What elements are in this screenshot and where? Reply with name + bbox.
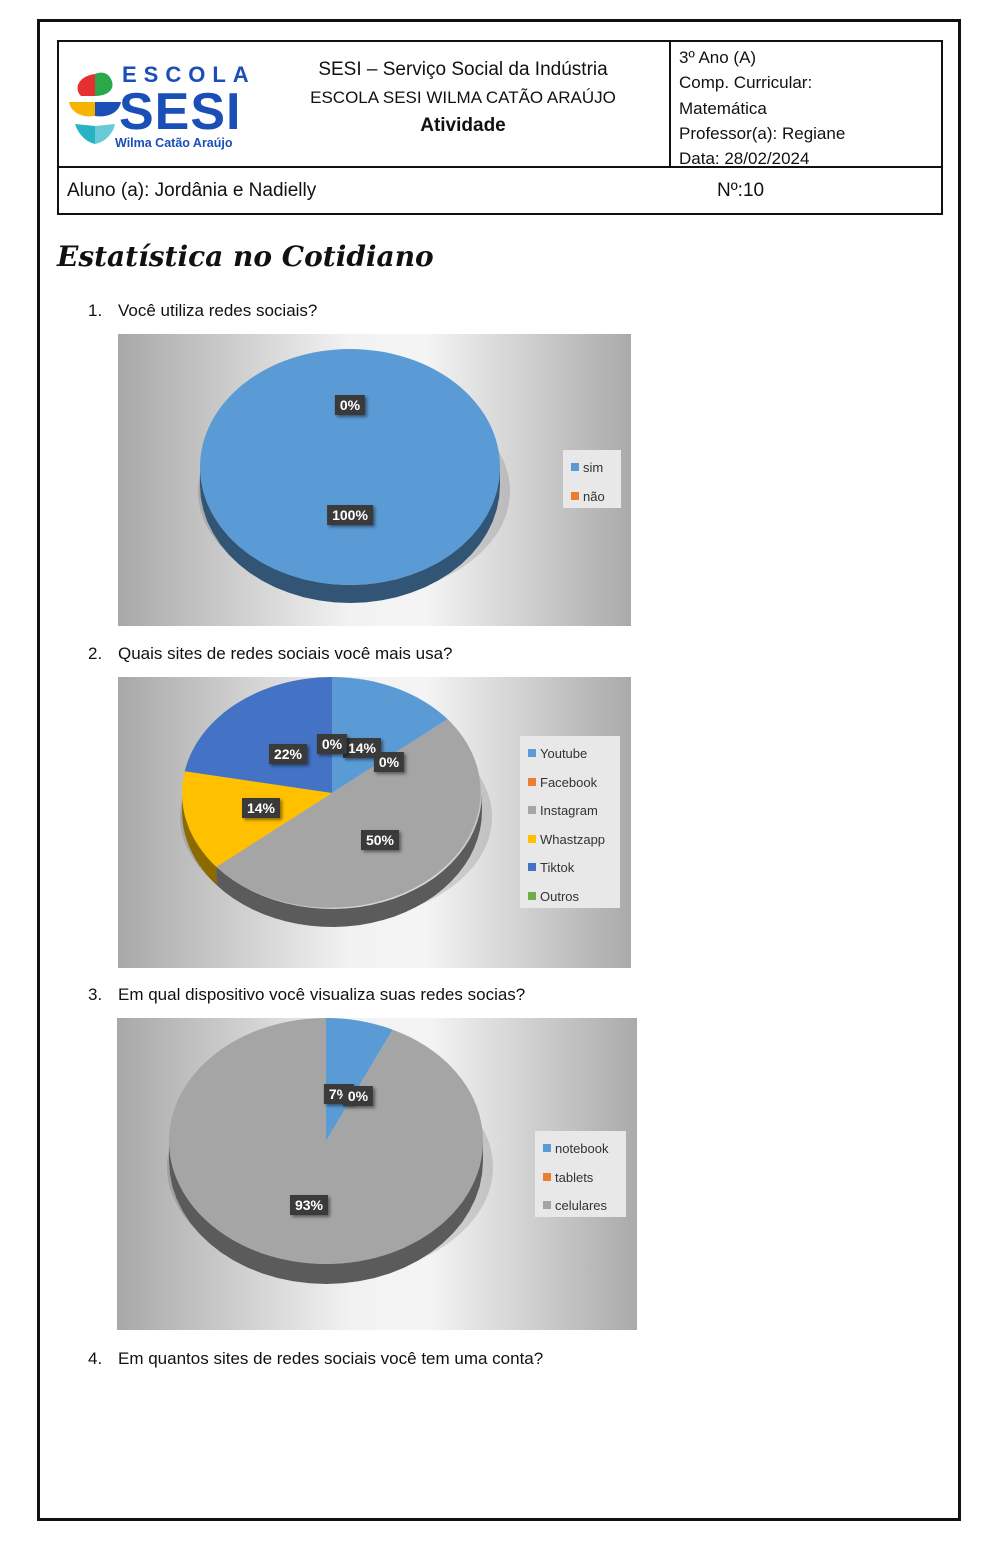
legend-swatch — [528, 749, 536, 757]
legend-item: notebook — [543, 1135, 618, 1164]
pie-slice-instagram — [216, 719, 481, 908]
logo-escola-text: ESCOLA — [122, 62, 256, 87]
legend-label: Youtube — [540, 746, 588, 761]
pie-data-label: 14% — [342, 738, 382, 758]
legend-item: não — [571, 483, 613, 512]
legend-swatch — [528, 777, 536, 786]
legend-item: Outros — [528, 883, 612, 912]
logo-subtitle: Wilma Catão Araújo — [115, 136, 233, 150]
pie-data-label: 0% — [334, 395, 366, 415]
pie-slice-side — [169, 1141, 483, 1284]
question-1: 1. Você utiliza redes sociais? — [88, 301, 317, 321]
pie-svg — [180, 677, 492, 927]
header-table: ESCOLA SESI Wilma Catão Araújo SESI – Se… — [57, 40, 943, 215]
student-name: Aluno (a): Jordânia e Nadielly — [67, 180, 317, 201]
pie-svg — [167, 1018, 493, 1284]
legend-swatch — [543, 1144, 551, 1152]
legend-item: Youtube — [528, 740, 612, 769]
legend-label: Tiktok — [540, 860, 575, 876]
question-3: 3. Em qual dispositivo você visualiza sua… — [88, 985, 525, 1005]
logo-sesi-text: SESI — [119, 83, 242, 141]
pie-slice-tiktok — [184, 677, 332, 793]
question-number: 1. — [88, 301, 103, 320]
legend-label: Facebook — [540, 774, 598, 790]
legend-item: celulares — [543, 1192, 618, 1221]
pie-data-label: 100% — [327, 505, 373, 525]
header-line-2: ESCOLA SESI WILMA CATÃO ARAÚJO — [310, 88, 616, 107]
legend-swatch — [528, 806, 536, 815]
legend-label: Outros — [540, 888, 580, 904]
legend-label: notebook — [555, 1141, 609, 1156]
legend-item: Tiktok — [528, 854, 612, 883]
legend-item: Whastzapp — [528, 826, 612, 855]
pie-svg — [198, 349, 510, 603]
legend-label: tablets — [555, 1169, 594, 1185]
pie-slice-celulares — [168, 1018, 483, 1264]
pie-slice-side — [216, 793, 482, 927]
legend-swatch — [571, 463, 579, 471]
page-frame — [37, 19, 961, 1521]
chart-redes-sociais: 100% 0% sim não — [118, 334, 631, 626]
question-number: 3. — [88, 985, 103, 1004]
logo-emblem-icon — [69, 72, 121, 144]
legend-label: Whastzapp — [540, 831, 606, 847]
chart-legend: notebook tablets celulares — [535, 1131, 626, 1217]
question-text: Você utiliza redes sociais? — [118, 301, 318, 320]
pie-data-label: 0% — [316, 734, 348, 754]
legend-item: Instagram — [528, 797, 612, 826]
legend-swatch — [571, 491, 579, 500]
chart-legend: Youtube Facebook Instagram Whastzapp Tiktok O… — [520, 736, 620, 908]
chart-dispositivos: 7% 0% 93% notebook tablets celulares — [117, 1018, 637, 1330]
pie-slice-youtube — [332, 677, 448, 793]
header-center: SESI – Serviço Social da Indústria ESCOL… — [257, 56, 669, 140]
header-info-line: Comp. Curricular: — [679, 73, 813, 93]
pie-data-label: 0% — [373, 752, 405, 772]
page-title: Estatística no Cotidiano — [57, 240, 434, 273]
legend-item: sim — [571, 454, 613, 483]
chart-legend: sim não — [563, 450, 621, 508]
school-logo: ESCOLA SESI Wilma Catão Araújo — [65, 56, 255, 156]
pie-data-label: 0% — [342, 1086, 374, 1106]
legend-swatch — [528, 891, 536, 900]
pie-data-label: 14% — [241, 798, 281, 818]
pie-data-label: 93% — [289, 1195, 329, 1215]
header-row: ESCOLA SESI Wilma Catão Araújo SESI – Se… — [59, 42, 941, 168]
legend-swatch — [543, 1172, 551, 1181]
legend-label: Instagram — [540, 803, 598, 819]
header-info-line: Matemática — [679, 98, 767, 118]
legend-label: celulares — [555, 1198, 608, 1214]
question-2: 2. Quais sites de redes sociais você mais… — [88, 644, 453, 664]
pie-slice-whastzapp — [182, 771, 332, 867]
header-divider — [669, 42, 671, 168]
pie-slice-side — [182, 793, 217, 885]
header-info: 3º Ano (A) Comp. Curricular: Matemática … — [679, 45, 845, 171]
chart-sites-redes-sociais: 14% 0% 50% 14% 22% 0% Youtube Facebook Instagram… — [118, 677, 631, 968]
question-4: 4. Em quantos sites de redes sociais você… — [88, 1349, 543, 1369]
question-number: 4. — [88, 1349, 103, 1368]
legend-label: não — [583, 488, 605, 504]
header-line-3: Atividade — [420, 115, 506, 136]
question-text: Em qual dispositivo você visualiza suas … — [118, 985, 526, 1004]
legend-swatch — [528, 863, 536, 872]
header-info-line: 3º Ano (A) — [679, 48, 757, 67]
header-info-line: Professor(a): Regiane — [679, 123, 846, 143]
header-info-line: Data: 28/02/2024 — [679, 149, 810, 169]
legend-item: Facebook — [528, 769, 612, 798]
header-line-1: SESI – Serviço Social da Indústria — [318, 59, 608, 80]
legend-label: sim — [583, 460, 604, 475]
question-number: 2. — [88, 644, 103, 663]
question-text: Quais sites de redes sociais você mais u… — [118, 644, 453, 663]
pie-slice-notebook — [326, 1018, 393, 1141]
question-text: Em quantos sites de redes sociais você t… — [118, 1349, 544, 1368]
legend-item: tablets — [543, 1164, 618, 1193]
student-number: Nº:10 — [717, 180, 765, 201]
legend-swatch — [543, 1201, 551, 1210]
legend-swatch — [528, 834, 536, 843]
pie-data-label: 50% — [360, 830, 400, 850]
pie-slice-sim — [200, 349, 500, 585]
pie-data-label: 22% — [268, 744, 308, 764]
